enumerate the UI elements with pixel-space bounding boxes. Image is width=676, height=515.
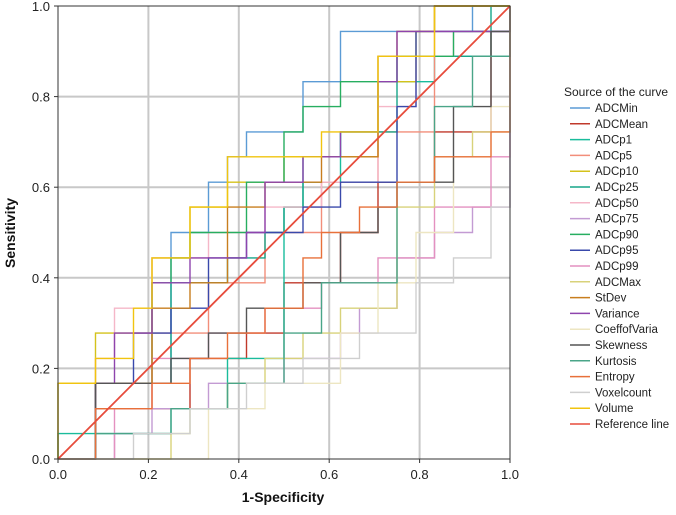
legend-label-reference-line: Reference line [595,419,669,431]
legend-label-stdev: StDev [595,293,627,305]
y-tick-label: 0.8 [32,90,50,105]
legend-label-kurtosis: Kurtosis [595,356,637,368]
x-tick-label: 0.6 [320,467,338,482]
legend-label-adcp99: ADCp99 [595,261,638,273]
y-tick-label: 1.0 [32,0,50,14]
x-axis-ticks: 0.0 0.2 0.4 0.6 0.8 1.0 [49,459,519,482]
curve-reference-line [57,5,511,460]
x-tick-label: 0.4 [230,467,248,482]
x-tick-label: 0.0 [49,467,67,482]
legend-label-adcmean: ADCMean [595,119,648,131]
legend-label-entropy: Entropy [595,372,635,384]
legend-label-coeffofvaria: CoeffofVaria [595,324,658,336]
legend-label-adcp90: ADCp90 [595,229,638,241]
legend-label-voxelcount: Voxelcount [595,387,652,399]
y-tick-label: 0.4 [32,271,50,286]
y-axis-label: Sensitivity [2,198,18,268]
plot-frame [57,5,511,460]
curve-entropy [58,6,511,460]
legend-label-skewness: Skewness [595,340,648,352]
y-tick-label: 0.6 [32,180,50,195]
legend-label-adcp95: ADCp95 [595,245,638,257]
legend-title: Source of the curve [564,85,668,99]
roc-curves [57,5,511,460]
x-tick-label: 1.0 [501,467,519,482]
legend-label-volume: Volume [595,403,633,415]
x-axis-label: 1-Specificity [242,489,325,505]
y-tick-label: 0.2 [32,361,50,376]
y-tick-label: 0.0 [32,452,50,467]
curve-volume [57,5,510,459]
legend-label-adcmin: ADCMin [595,103,638,115]
legend-label-adcp5: ADCp5 [595,150,632,162]
legend-label-adcp25: ADCp25 [595,182,638,194]
legend-label-variance: Variance [595,308,640,320]
x-tick-label: 0.8 [411,467,429,482]
legend: Source of the curve ADCMin ADCMean ADCp1 AD… [564,85,669,431]
legend-label-adcmax: ADCMax [595,277,641,289]
y-axis-ticks: 0.0 0.2 0.4 0.6 0.8 1.0 [32,0,58,467]
curve-voxelcount [58,6,511,460]
legend-label-adcp75: ADCp75 [595,214,638,226]
x-tick-label: 0.2 [139,467,157,482]
curve-variance [58,6,511,460]
legend-label-adcp1: ADCp1 [595,135,632,147]
legend-label-adcp10: ADCp10 [595,166,638,178]
legend-label-adcp50: ADCp50 [595,198,638,210]
